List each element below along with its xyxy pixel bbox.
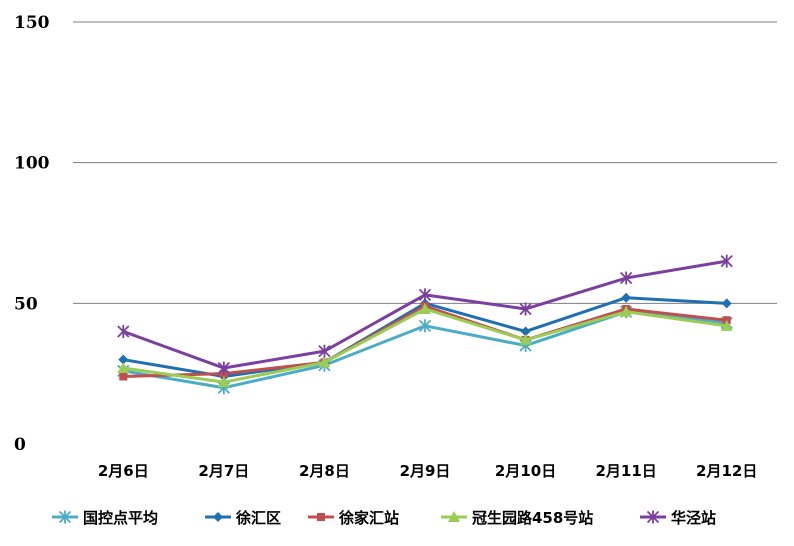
data-point — [118, 354, 129, 365]
x-category-label: 2月10日 — [495, 462, 556, 480]
data-point — [520, 326, 531, 337]
y-tick-label: 50 — [14, 294, 38, 314]
data-point — [720, 319, 733, 331]
legend-item: 徐家汇站 — [308, 509, 399, 527]
y-tick-label: 0 — [14, 435, 26, 455]
x-category-label: 2月12日 — [696, 462, 757, 480]
data-point — [117, 362, 130, 374]
y-axis-tick-labels: 0 50 100 150 — [14, 13, 50, 455]
series-lines — [117, 254, 733, 395]
x-category-label: 2月9日 — [400, 462, 451, 480]
data-point — [217, 376, 230, 388]
data-point — [519, 302, 532, 316]
series-5 — [117, 254, 733, 375]
data-point — [519, 333, 532, 345]
x-axis-category-labels: 2月6日 2月7日 2月8日 2月9日 2月10日 2月11日 2月12日 — [98, 462, 758, 480]
data-point — [621, 292, 632, 303]
data-point — [217, 361, 230, 375]
data-point — [318, 344, 331, 358]
x-category-label: 2月11日 — [595, 462, 656, 480]
series-4 — [117, 302, 733, 388]
data-point — [418, 288, 432, 302]
gridlines — [73, 21, 777, 304]
data-point — [620, 271, 633, 285]
legend-label: 徐汇区 — [235, 509, 281, 527]
y-tick-label: 100 — [14, 154, 50, 174]
data-point — [419, 302, 431, 314]
legend-label: 冠生园路458号站 — [472, 509, 593, 527]
data-point — [418, 319, 432, 333]
data-point — [119, 372, 128, 381]
legend-marker — [448, 511, 460, 522]
data-point — [720, 254, 733, 268]
y-tick-label: 150 — [14, 13, 50, 33]
data-point — [721, 298, 732, 309]
legend-item: 徐汇区 — [205, 509, 281, 527]
data-point — [620, 305, 633, 317]
legend-marker — [213, 512, 223, 522]
legend-marker — [317, 513, 325, 521]
data-point — [117, 324, 130, 338]
legend-marker — [646, 510, 660, 524]
legend-item: 国控点平均 — [52, 509, 158, 527]
x-category-label: 2月8日 — [299, 462, 350, 480]
x-category-label: 2月6日 — [98, 462, 149, 480]
legend-marker — [58, 510, 72, 524]
legend-label: 华泾站 — [671, 509, 716, 527]
legend-item: 冠生园路458号站 — [441, 509, 593, 527]
x-category-label: 2月7日 — [198, 462, 249, 480]
data-point — [318, 356, 331, 368]
legend-item: 华泾站 — [640, 509, 716, 527]
legend: 国控点平均 徐汇区 徐家汇站 冠生园路458号站 华泾站 — [52, 509, 716, 527]
legend-label: 国控点平均 — [83, 509, 158, 527]
legend-label: 徐家汇站 — [338, 509, 399, 527]
